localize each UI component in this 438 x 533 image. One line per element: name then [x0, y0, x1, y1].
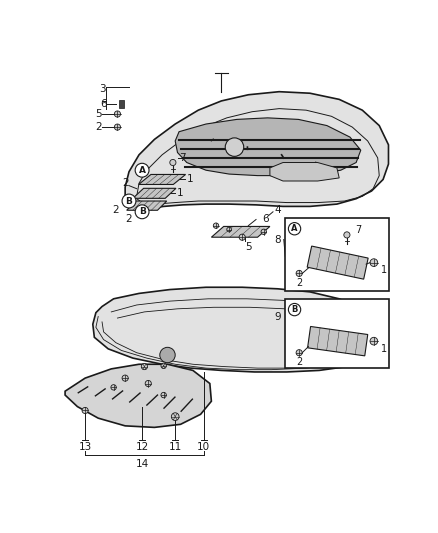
Text: A: A — [138, 166, 145, 175]
Text: 13: 13 — [78, 442, 92, 453]
Circle shape — [296, 350, 302, 356]
Circle shape — [170, 159, 176, 166]
Text: B: B — [291, 305, 298, 314]
Circle shape — [114, 124, 120, 130]
Text: 2: 2 — [113, 205, 119, 215]
FancyBboxPatch shape — [285, 218, 389, 291]
Circle shape — [145, 381, 151, 386]
Circle shape — [160, 348, 175, 363]
Polygon shape — [127, 201, 167, 210]
Circle shape — [161, 363, 166, 368]
Text: 2: 2 — [122, 179, 128, 188]
Text: 11: 11 — [169, 442, 182, 453]
Text: 2: 2 — [95, 122, 102, 132]
Text: 9: 9 — [274, 311, 281, 321]
Text: 6: 6 — [262, 214, 268, 224]
Polygon shape — [175, 118, 361, 175]
Text: 1: 1 — [177, 188, 184, 198]
Polygon shape — [65, 364, 212, 427]
Circle shape — [161, 392, 166, 398]
Text: 7: 7 — [180, 153, 186, 163]
Text: 6: 6 — [100, 99, 107, 109]
Circle shape — [135, 163, 149, 177]
Circle shape — [135, 205, 149, 219]
Polygon shape — [270, 163, 339, 181]
Text: 4: 4 — [274, 205, 281, 215]
Text: B: B — [126, 197, 132, 206]
Circle shape — [141, 364, 148, 370]
Circle shape — [299, 336, 321, 358]
Polygon shape — [138, 174, 186, 184]
Text: 3: 3 — [99, 84, 106, 94]
Circle shape — [82, 407, 88, 414]
Text: 12: 12 — [135, 442, 149, 453]
Circle shape — [111, 385, 117, 390]
Text: 2: 2 — [296, 278, 302, 288]
Text: 1: 1 — [187, 174, 193, 184]
Circle shape — [370, 259, 378, 266]
Polygon shape — [125, 92, 389, 209]
Text: 5: 5 — [95, 109, 102, 119]
Polygon shape — [307, 246, 368, 279]
Text: 1: 1 — [381, 265, 387, 276]
Circle shape — [122, 375, 128, 381]
Circle shape — [261, 229, 266, 235]
Text: 5: 5 — [245, 242, 252, 252]
Polygon shape — [307, 327, 368, 356]
Text: 1: 1 — [381, 344, 387, 354]
Text: A: A — [291, 224, 298, 233]
Polygon shape — [133, 188, 176, 198]
Circle shape — [294, 332, 325, 363]
Circle shape — [225, 138, 244, 156]
Polygon shape — [119, 100, 124, 108]
Circle shape — [171, 413, 179, 421]
Circle shape — [239, 234, 245, 240]
Circle shape — [114, 111, 120, 117]
Text: 7: 7 — [355, 224, 362, 235]
Text: 2: 2 — [296, 357, 302, 367]
Circle shape — [213, 223, 219, 228]
FancyBboxPatch shape — [285, 299, 389, 368]
Circle shape — [288, 223, 301, 235]
Text: 8: 8 — [274, 235, 281, 245]
Text: 10: 10 — [197, 442, 210, 453]
Polygon shape — [212, 227, 270, 237]
Polygon shape — [93, 287, 383, 372]
Circle shape — [344, 232, 350, 238]
Text: 14: 14 — [135, 459, 149, 470]
Circle shape — [296, 270, 302, 277]
Text: 2: 2 — [126, 214, 132, 224]
Circle shape — [122, 194, 136, 208]
Circle shape — [370, 337, 378, 345]
Text: B: B — [139, 207, 145, 216]
Circle shape — [288, 303, 301, 316]
Circle shape — [227, 227, 231, 232]
